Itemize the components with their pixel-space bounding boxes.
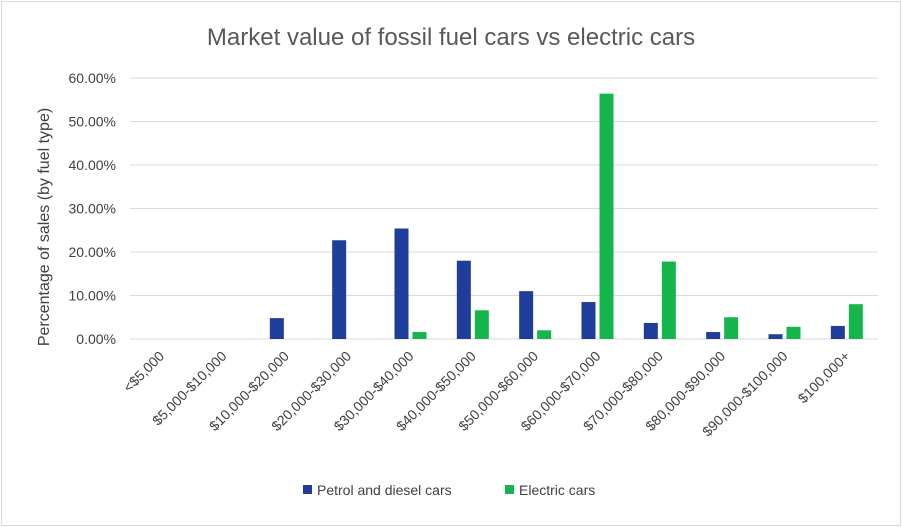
bar-petrol-diesel bbox=[768, 334, 783, 339]
gridlines bbox=[130, 77, 878, 340]
y-tick-label: 50.00% bbox=[69, 114, 116, 130]
bars bbox=[269, 93, 863, 339]
y-axis-ticks: 0.00% 10.00% 20.00% 30.00% 40.00% 50.00% 60.00… bbox=[69, 70, 116, 347]
bar-petrol-diesel bbox=[519, 291, 534, 339]
bar-petrol-diesel bbox=[269, 318, 284, 339]
bar-petrol-diesel bbox=[332, 240, 347, 339]
bar-electric bbox=[724, 317, 739, 339]
bar-petrol-diesel bbox=[456, 260, 471, 339]
bar-petrol-diesel bbox=[643, 322, 658, 339]
bar-petrol-diesel bbox=[394, 228, 409, 339]
bar-petrol-diesel bbox=[581, 302, 596, 339]
bar-petrol-diesel bbox=[830, 325, 845, 339]
bar-electric bbox=[786, 326, 801, 339]
x-tick-label: $100,000+ bbox=[795, 348, 853, 406]
y-tick-label: 10.00% bbox=[69, 288, 116, 304]
x-axis-ticks: <$5,000$5,000-$10,000$10,000-$20,000$20,… bbox=[120, 348, 853, 440]
bar-electric bbox=[848, 304, 863, 339]
bar-electric bbox=[474, 310, 489, 339]
legend-swatch bbox=[505, 485, 514, 494]
bar-electric bbox=[537, 330, 552, 339]
bar-electric bbox=[412, 332, 427, 339]
legend: Petrol and diesel cars Electric cars bbox=[303, 482, 595, 498]
bar-petrol-diesel bbox=[706, 332, 721, 339]
y-axis-title: Percentage of sales (by fuel type) bbox=[36, 108, 53, 346]
legend-swatch bbox=[303, 485, 312, 494]
y-tick-label: 0.00% bbox=[76, 331, 116, 347]
x-tick-label: <$5,000 bbox=[120, 348, 168, 396]
y-tick-label: 40.00% bbox=[69, 157, 116, 173]
bar-electric bbox=[599, 93, 614, 339]
legend-label: Electric cars bbox=[519, 482, 595, 498]
bar-electric bbox=[661, 261, 676, 339]
legend-label: Petrol and diesel cars bbox=[317, 482, 452, 498]
chart-title: Market value of fossil fuel cars vs elec… bbox=[207, 24, 695, 51]
y-tick-label: 30.00% bbox=[69, 201, 116, 217]
y-tick-label: 60.00% bbox=[69, 70, 116, 86]
y-tick-label: 20.00% bbox=[69, 244, 116, 260]
